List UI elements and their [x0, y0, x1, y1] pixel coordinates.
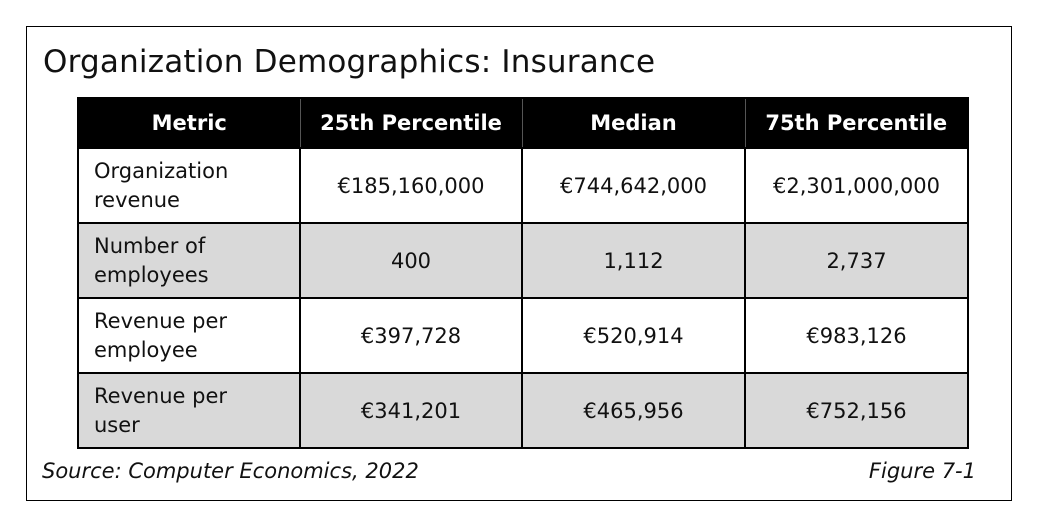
p75-cell: €2,301,000,000 [744, 147, 969, 224]
metric-cell: Organization revenue [77, 147, 301, 224]
table-row: Revenue per user €341,201 €465,956 €752,… [77, 372, 969, 449]
figure-frame: Organization Demographics: Insurance Met… [26, 26, 1012, 501]
p75-cell: €983,126 [744, 297, 969, 374]
p25-cell: €185,160,000 [299, 147, 523, 224]
figure-title: Organization Demographics: Insurance [43, 44, 656, 80]
p25-cell: 400 [299, 222, 523, 299]
metric-label-line2: employees [94, 262, 209, 287]
p25-cell: €341,201 [299, 372, 523, 449]
column-header-median: Median [521, 97, 746, 149]
metric-cell: Revenue per employee [77, 297, 301, 374]
metric-label-line1: Number of [94, 233, 206, 258]
figure-number: Figure 7-1 [868, 459, 976, 483]
median-cell: €465,956 [521, 372, 746, 449]
metric-cell: Revenue per user [77, 372, 301, 449]
median-cell: €520,914 [521, 297, 746, 374]
table-row: Number of employees 400 1,112 2,737 [77, 222, 969, 299]
metric-cell: Number of employees [77, 222, 301, 299]
metric-label-line2: revenue [94, 187, 180, 212]
median-cell: 1,112 [521, 222, 746, 299]
metric-label-line2: user [94, 412, 140, 437]
p25-cell: €397,728 [299, 297, 523, 374]
table-header-row: Metric 25th Percentile Median 75th Perce… [77, 97, 969, 149]
metric-label-line1: Organization [94, 158, 229, 183]
p75-cell: €752,156 [744, 372, 969, 449]
column-header-75th-percentile: 75th Percentile [744, 97, 969, 149]
column-header-25th-percentile: 25th Percentile [299, 97, 523, 149]
metric-label-line2: employee [94, 337, 198, 362]
source-caption: Source: Computer Economics, 2022 [42, 459, 419, 483]
metric-label-line1: Revenue per [94, 383, 228, 408]
metric-label-line1: Revenue per [94, 308, 228, 333]
median-cell: €744,642,000 [521, 147, 746, 224]
table-row: Organization revenue €185,160,000 €744,6… [77, 147, 969, 224]
demographics-table: Metric 25th Percentile Median 75th Perce… [77, 97, 969, 449]
table-row: Revenue per employee €397,728 €520,914 €… [77, 297, 969, 374]
p75-cell: 2,737 [744, 222, 969, 299]
column-header-metric: Metric [77, 97, 301, 149]
